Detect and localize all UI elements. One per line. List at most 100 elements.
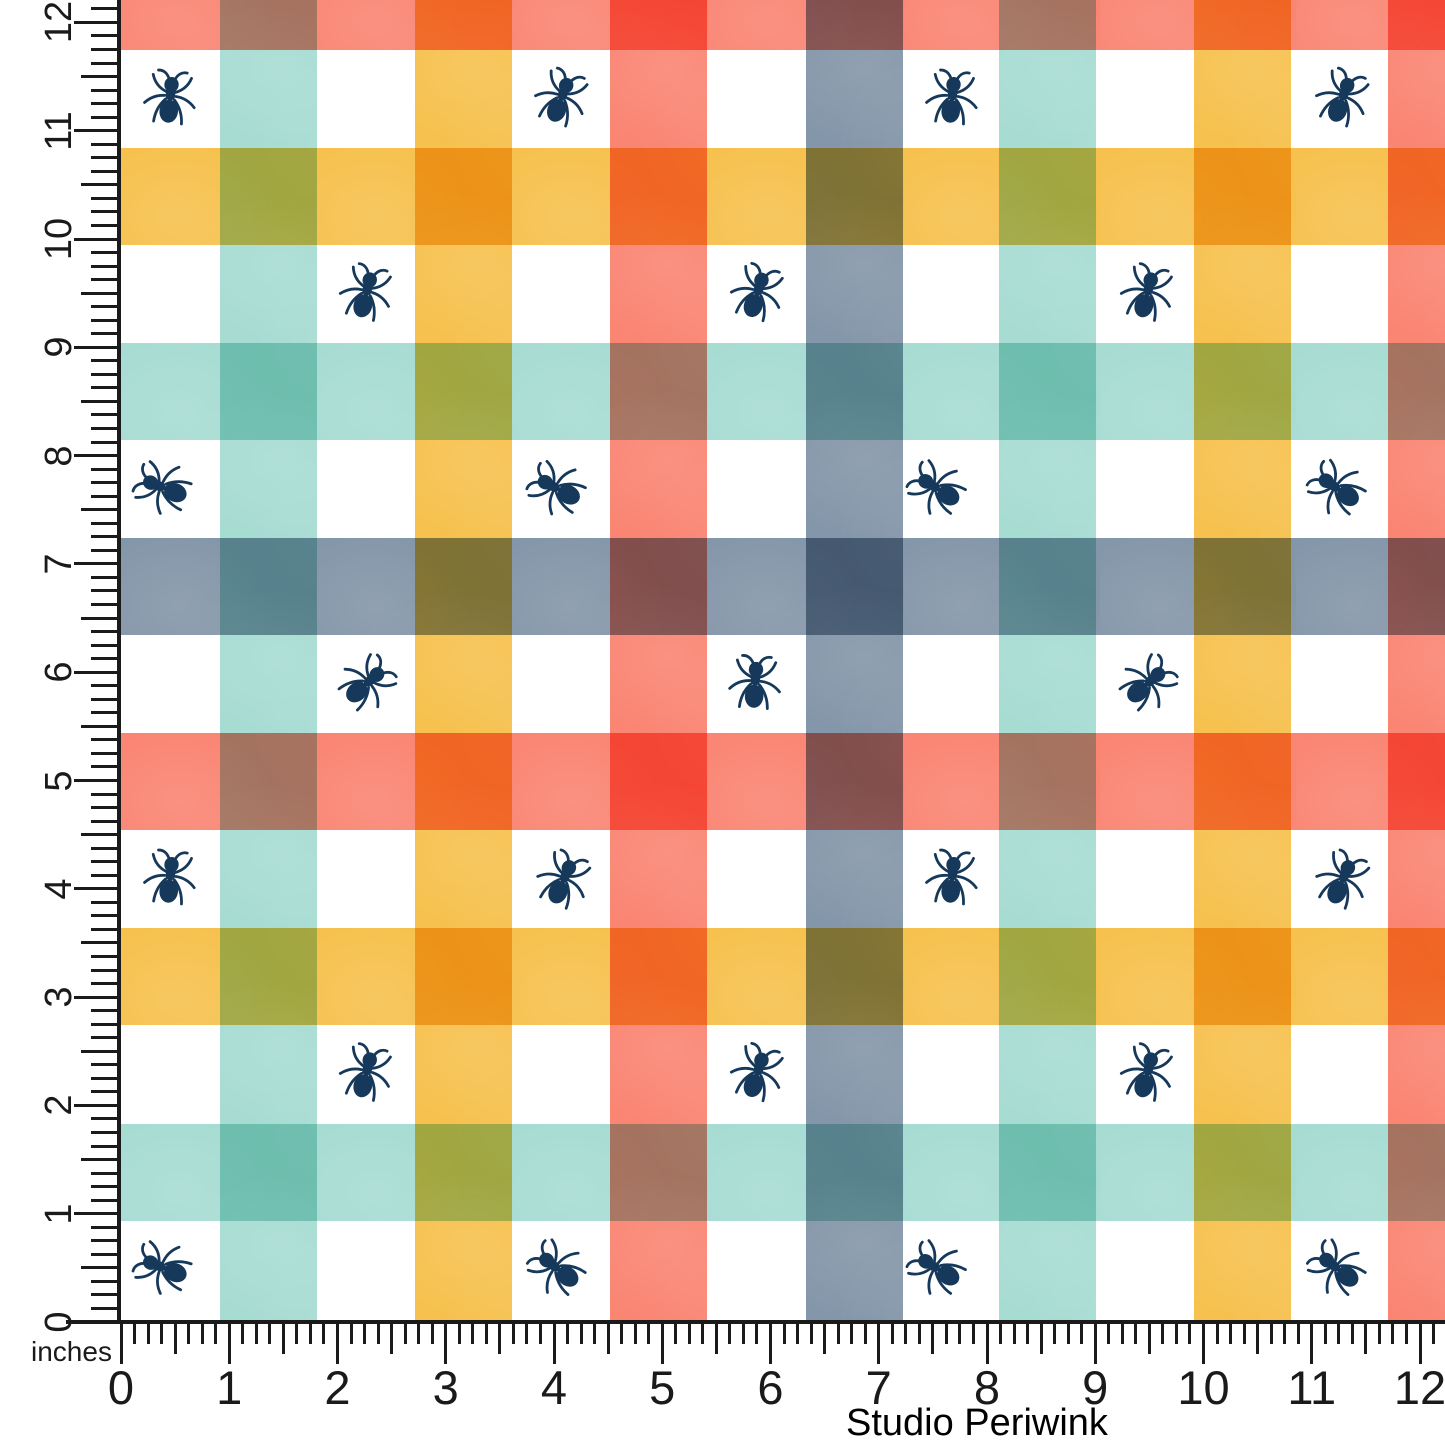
ruler-number-bottom: 1 <box>216 1361 243 1414</box>
ruler-tick-inch <box>877 1324 881 1364</box>
ant-icon <box>720 1035 793 1113</box>
ruler-tick-half <box>606 1324 610 1354</box>
ruler-tick-minor <box>91 210 120 214</box>
ruler-tick-minor <box>91 1185 120 1189</box>
ant-icon <box>331 256 402 332</box>
ruler-tick-minor <box>91 927 120 931</box>
ruler-tick-minor <box>91 7 120 11</box>
ruler-tick-minor <box>484 1324 488 1344</box>
ruler-tick-minor <box>1174 1324 1178 1344</box>
ruler-tick-minor <box>904 1324 908 1344</box>
ruler-tick-inch <box>444 1324 448 1364</box>
ruler-tick-half <box>81 183 120 187</box>
ruler-tick-minor <box>91 819 120 823</box>
ruler-number-left: 3 <box>37 986 80 1008</box>
ruler-tick-half <box>1256 1324 1260 1354</box>
ruler-tick-minor <box>1242 1324 1246 1344</box>
ruler-number-left: 12 <box>37 1 80 44</box>
ruler-tick-minor <box>1188 1324 1192 1344</box>
ruler-tick-minor <box>91 1252 120 1256</box>
ruler-tick-inch <box>660 1324 664 1364</box>
ruler-tick-minor <box>91 467 120 471</box>
ruler-tick-half <box>81 1049 120 1053</box>
plaid-band-horizontal-salmon <box>120 733 1445 830</box>
plaid-band-horizontal-salmon <box>120 0 1445 50</box>
ruler-tick-minor <box>91 61 120 65</box>
ruler-tick-inch <box>74 129 120 133</box>
ruler-tick-inch <box>74 670 120 674</box>
ruler-tick-minor <box>363 1324 367 1344</box>
ruler-tick-minor <box>620 1324 624 1344</box>
ruler-tick-minor <box>91 372 120 376</box>
ruler-tick-minor <box>538 1324 542 1344</box>
ruler-tick-minor <box>1377 1324 1381 1344</box>
plaid-band-horizontal-yellow <box>120 148 1445 245</box>
ruler-tick-minor <box>958 1324 962 1344</box>
ruler-tick-inch <box>74 1103 120 1107</box>
ruler-tick-inch <box>74 454 120 458</box>
ruler-tick-minor <box>91 643 120 647</box>
plaid-band-horizontal-teal <box>120 1124 1445 1221</box>
ruler-tick-minor <box>1229 1324 1233 1344</box>
ruler-tick-half <box>81 1158 120 1162</box>
ruler-tick-inch <box>74 20 120 24</box>
ruler-number-bottom: 10 <box>1177 1361 1230 1414</box>
ruler-tick-minor <box>1432 1324 1436 1344</box>
ruler-tick-minor <box>91 914 120 918</box>
ruler-number-left: 6 <box>37 661 80 683</box>
ruler-number-bottom: 0 <box>107 1361 135 1414</box>
ruler-number-bottom: 3 <box>432 1361 459 1414</box>
ruler-tick-inch <box>1093 1324 1097 1364</box>
ruler-number-bottom: 5 <box>649 1361 676 1414</box>
ruler-tick-inch <box>769 1324 772 1364</box>
ant-icon <box>124 450 204 526</box>
ruler-tick-minor <box>91 251 120 255</box>
ruler-tick-minor <box>91 1171 120 1175</box>
ruler-tick-half <box>173 1324 177 1354</box>
ruler-tick-minor <box>91 1130 120 1134</box>
ruler-tick-inch <box>985 1324 989 1364</box>
ruler-tick-minor <box>1215 1324 1219 1344</box>
ruler-tick-half <box>390 1324 394 1354</box>
ruler-tick-minor <box>633 1324 637 1344</box>
ant-icon <box>139 844 201 914</box>
ruler-tick-minor <box>91 751 120 755</box>
ant-icon <box>1112 256 1183 332</box>
ruler-tick-minor <box>349 1324 353 1344</box>
ruler-tick-minor <box>755 1324 759 1344</box>
ruler-tick-minor <box>91 305 120 309</box>
ruler-tick-minor <box>1053 1324 1057 1344</box>
ruler-tick-half <box>1364 1324 1368 1354</box>
ruler-tick-minor <box>1391 1324 1395 1344</box>
ruler-tick-minor <box>160 1324 164 1344</box>
ruler-tick-minor <box>91 102 120 106</box>
ruler-tick-minor <box>809 1324 813 1344</box>
ruler-tick-minor <box>322 1324 326 1344</box>
ant-icon <box>516 1227 601 1311</box>
ruler-number-bottom: 7 <box>865 1361 892 1414</box>
ruler-tick-minor <box>91 332 120 336</box>
ruler-number-left: 11 <box>37 110 80 151</box>
ruler-tick-minor <box>91 1022 120 1026</box>
ruler-tick-minor <box>728 1324 732 1344</box>
ruler-tick-minor <box>376 1324 380 1344</box>
ant-icon <box>331 1036 402 1112</box>
ruler-tick-minor <box>91 115 120 119</box>
ruler-tick-minor <box>187 1324 191 1344</box>
ruler-tick-minor <box>91 657 120 661</box>
ruler-tick-minor <box>91 630 120 634</box>
ruler-tick-half <box>498 1324 502 1354</box>
ruler-tick-minor <box>91 711 120 715</box>
ruler-tick-inch <box>227 1324 231 1364</box>
ruler-tick-minor <box>91 806 120 810</box>
ruler-tick-minor <box>91 954 120 958</box>
ruler-tick-minor <box>91 481 120 485</box>
ruler-tick-minor <box>91 1198 120 1202</box>
ruler-tick-minor <box>1066 1324 1070 1344</box>
ruler-tick-minor <box>999 1324 1003 1344</box>
ruler-tick-half <box>81 508 120 512</box>
ruler-tick-minor <box>91 846 120 850</box>
ant-icon <box>1303 840 1380 921</box>
ruler-tick-minor <box>133 1324 137 1344</box>
